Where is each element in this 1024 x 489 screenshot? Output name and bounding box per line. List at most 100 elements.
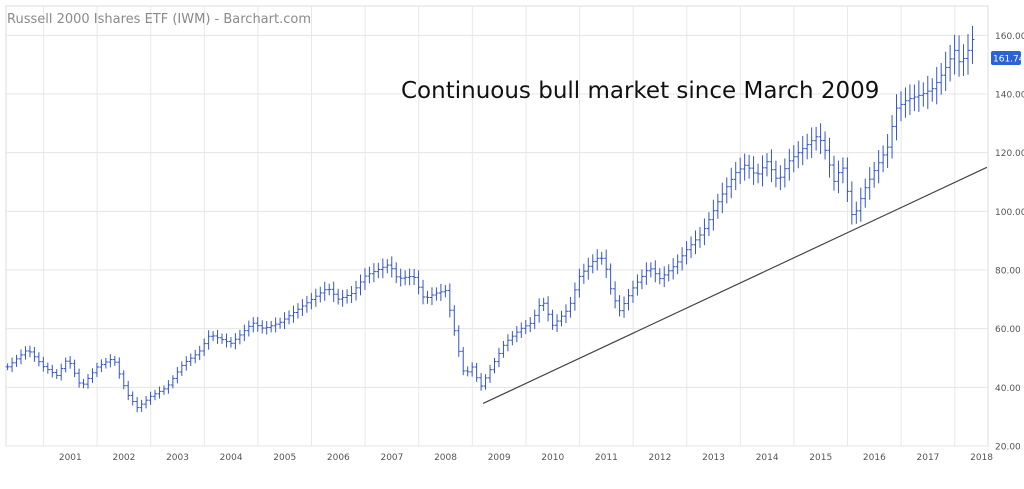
price-bar (541, 297, 546, 312)
price-bar (41, 356, 46, 372)
price-bar (474, 362, 479, 382)
price-bar (416, 270, 421, 295)
price-bar (72, 359, 77, 378)
price-bar (970, 25, 975, 64)
y-tick-label: 80.00 (995, 267, 1021, 277)
price-bar (823, 131, 828, 160)
price-bar (175, 367, 180, 384)
price-bar (10, 357, 15, 373)
price-bar (724, 177, 729, 204)
price-bar (233, 333, 238, 350)
price-bar (170, 375, 175, 389)
price-bar (907, 84, 912, 115)
price-bar (957, 35, 962, 77)
price-bar (90, 368, 95, 383)
price-bar (206, 330, 211, 350)
price-bar (831, 155, 836, 191)
price-bar (680, 247, 685, 271)
x-tick-label: 2014 (756, 453, 779, 463)
price-bar (563, 304, 568, 324)
price-bar (876, 150, 881, 184)
price-bar (626, 288, 631, 311)
price-bar (438, 283, 443, 301)
x-tick-label: 2003 (166, 453, 189, 463)
price-bar (461, 347, 466, 376)
y-tick-label: 160.00 (995, 32, 1024, 42)
y-tick-label: 60.00 (995, 325, 1021, 335)
x-tick-label: 2001 (59, 453, 82, 463)
price-bar (313, 288, 318, 307)
price-bar (510, 331, 515, 346)
price-bar (858, 187, 863, 222)
price-bar (193, 349, 198, 364)
price-bar (948, 44, 953, 82)
price-bar (764, 153, 769, 177)
price-bar (318, 286, 323, 303)
price-bar (220, 333, 225, 344)
price-bar (434, 287, 439, 301)
price-bar (278, 317, 283, 329)
price-bar (872, 162, 877, 188)
price-bar (255, 316, 260, 332)
price-bar (568, 296, 573, 318)
price-bar (537, 298, 542, 323)
price-bar (5, 363, 10, 371)
price-bar (429, 287, 434, 306)
price-bar (751, 156, 756, 185)
price-bar (814, 126, 819, 151)
price-bar (934, 66, 939, 105)
y-axis: 20.00 40.00 60.00 80.00 100.00 120.00 140.00 16… (995, 32, 1024, 453)
y-tick-label: 140.00 (995, 91, 1024, 101)
x-tick-label: 2005 (273, 453, 296, 463)
price-bar (117, 357, 122, 379)
price-bar (711, 199, 716, 231)
price-bar (367, 266, 372, 284)
price-bar (648, 262, 653, 278)
price-bar (916, 80, 921, 112)
price-bar (657, 268, 662, 285)
price-bar (309, 292, 314, 310)
price-bar (470, 362, 475, 377)
price-bar (59, 363, 64, 381)
price-bar (555, 314, 560, 333)
price-bar (769, 149, 774, 183)
price-bar (246, 320, 251, 337)
x-tick-label: 2002 (112, 453, 135, 463)
price-bar (77, 368, 82, 388)
price-bar (304, 295, 309, 313)
price-bar (885, 134, 890, 168)
x-axis: 2001 2002 2003 2004 2005 2006 2007 2008 2009 2010… (59, 453, 993, 463)
price-bar (215, 329, 220, 344)
price-bar (376, 262, 381, 279)
price-bar (336, 288, 341, 305)
price-bar (202, 338, 207, 357)
price-bar (126, 380, 131, 401)
price-bar (45, 362, 50, 374)
price-bar (805, 133, 810, 160)
price-bar (505, 334, 510, 352)
price-bar (362, 268, 367, 290)
price-bar (161, 385, 166, 395)
price-bar (622, 296, 627, 318)
price-bar (421, 279, 426, 305)
price-bar (94, 362, 99, 378)
price-bar (867, 167, 872, 200)
price-bar (447, 283, 452, 318)
price-bar (394, 262, 399, 284)
price-bar (697, 227, 702, 248)
price-bar (211, 331, 216, 342)
price-bar (112, 355, 117, 366)
price-bar (184, 356, 189, 371)
price-bar (613, 281, 618, 309)
x-tick-label: 2013 (702, 453, 725, 463)
price-bar (925, 75, 930, 109)
price-bar (729, 167, 734, 199)
price-bar (224, 333, 229, 348)
price-bar (398, 268, 403, 287)
price-bar (961, 44, 966, 77)
price-bar (412, 268, 417, 285)
price-bar (63, 357, 68, 373)
price-bar (349, 286, 354, 303)
y-tick-label: 100.00 (995, 208, 1024, 218)
